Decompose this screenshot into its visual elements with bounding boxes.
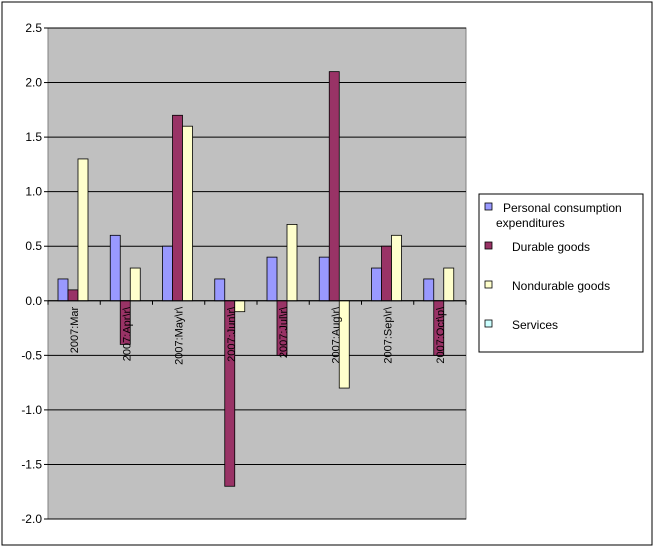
bar-2-4 [286,223,298,302]
bar-2-1 [129,267,141,302]
bar-0-3 [214,278,226,302]
y-axis-ticks: 2.5 2.0 1.5 1.0 0.5 0.0 -0.5 -1.0 -1.5 -2.0 [21,21,48,526]
bar-1-2 [172,114,183,302]
x-tick-label: 2007:Jul\r\ [278,306,290,358]
bar-0-1 [109,234,121,302]
y-tick-label: -1.5 [21,457,42,471]
bar-1-6 [381,245,392,302]
legend-swatch-1 [484,241,493,250]
bar-1-5 [328,71,340,302]
legend-label-1: Durable goods [512,240,590,254]
bar-2-6 [391,234,402,302]
legend-swatch-0 [484,202,493,211]
x-tick-label: 2007:Apr\r\ [121,306,133,361]
y-tick-label: 0.5 [25,239,42,253]
bars [57,71,455,487]
y-tick-label: 1.0 [25,185,42,199]
legend-label-2: Nondurable goods [512,279,610,293]
legend: Personal consumption expenditures Durable … [478,193,644,353]
y-tick-label: -2.0 [21,512,42,526]
x-tick-label: 2007:Jun\r\ [226,306,238,362]
legend-label-0: Personal consumption expenditures [496,201,622,230]
legend-box [478,193,644,353]
legend-swatch-3 [484,319,493,328]
y-tick-label: 0.0 [25,294,42,308]
x-tick-label: 2007:May\r\ [174,306,186,365]
bar-0-0 [57,278,69,302]
y-tick-label: 2.5 [25,21,42,35]
x-axis-ticks: 2007:Mar 2007:Apr\r\ 2007:May\r\ 2007:Jun\r… [47,300,467,365]
bar-1-0 [67,289,79,302]
y-tick-label: 2.0 [25,76,42,90]
bar-0-2 [162,245,173,302]
bar-2-7 [443,267,455,302]
y-tick-label: -1.0 [21,403,42,417]
bar-2-0 [77,158,89,302]
x-tick-label: 2007:Sep\r\ [383,306,395,364]
x-tick-label: 2007:Aug\r\ [330,306,342,364]
x-tick-label: 2007:Oct\p\ [435,306,447,364]
legend-swatch-2 [484,280,493,289]
bar-0-5 [318,256,330,302]
bar-0-6 [371,267,382,302]
x-tick-label: 2007:Mar [69,306,81,353]
bar-0-7 [423,278,435,302]
y-tick-label: 1.5 [25,130,42,144]
bar-0-4 [266,256,278,302]
legend-label-3: Services [512,318,558,332]
bar-2-2 [182,125,193,302]
y-tick-label: -0.5 [21,348,42,362]
